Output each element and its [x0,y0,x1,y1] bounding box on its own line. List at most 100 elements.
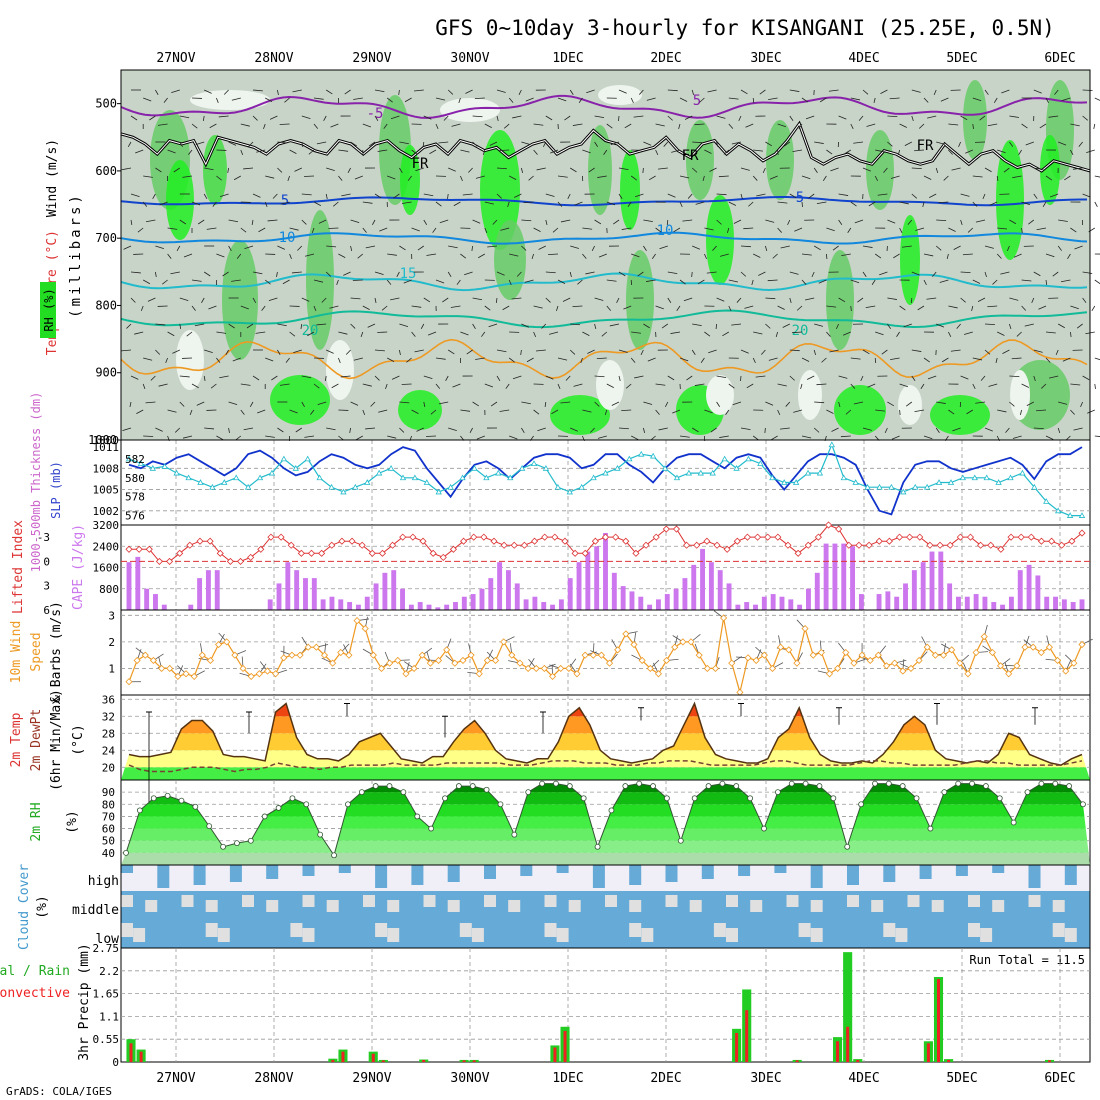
wind-barb [598,253,607,258]
wind-speed-point [182,670,190,678]
li-point [612,533,620,541]
cloud-gap-mid [423,895,436,907]
cloud-high-bar [121,865,133,873]
cape-bar [744,602,750,610]
wind-speed-point [149,656,158,665]
wind-barb [304,175,315,177]
thickness-point [423,479,430,485]
thickness-point [828,441,836,448]
rh-point [969,780,975,787]
wind-barb [917,305,925,311]
wind-barb [460,409,471,412]
wind-barb [911,375,916,381]
cape-bar [638,596,644,610]
wind-speed-point [654,670,663,678]
wind-barb [496,375,501,381]
y-tick-precip: 2.2 [99,965,119,978]
wind-barb [691,271,693,278]
wind-barb [652,253,656,259]
cape-bar [558,599,564,610]
wind-barb [143,279,151,285]
wind-barb [350,323,356,329]
wind-barb [155,89,159,96]
cloud-gap-mid [363,895,375,907]
cloud-gap-low [205,923,218,937]
wind-barb [831,427,839,432]
wind-barb [618,271,626,277]
thickness-point [590,474,597,481]
wind-barb [862,349,870,355]
wind-barb [458,97,461,104]
wind-barb [204,349,213,354]
wind-barb [365,427,376,430]
wind-barb [289,409,298,414]
cloud-gap-low [556,928,569,942]
wind-barb [1021,305,1027,311]
wind-barb [1045,175,1053,181]
date-label-bottom: 2DEC [650,1071,681,1086]
wind-barb [789,297,792,304]
wind-barb [1080,401,1083,408]
slp-axis-label: SLP (mb) [49,461,63,519]
wind-barb [435,279,445,284]
wind-barb [541,323,547,329]
wind-barb [316,323,327,326]
wind-barb [228,245,232,252]
wind-barb [557,383,561,390]
wind-barb [618,193,623,199]
rh-point [788,780,795,787]
rh-point [622,783,629,789]
wind-barb [728,383,735,389]
wind-barb [585,271,595,275]
wind-barb [374,115,379,121]
li-point [987,541,995,549]
cape-bar [479,588,485,610]
wind-barb [521,245,527,251]
wind-barb [203,193,208,200]
wind-barb [472,297,483,301]
wind-barb [448,167,456,172]
wind-barb [423,193,434,197]
wind-barb [499,409,510,412]
wind-barb [523,201,534,204]
wind-speed-point [524,664,532,673]
wind-speed-point [842,648,850,657]
run-total-label: Run Total = 11.5 [969,953,1085,967]
wind-barb [233,175,241,181]
wind-barb [1045,435,1054,440]
wind-barb [659,245,668,250]
wind-speed-point [720,614,728,622]
wind-barb [162,279,168,285]
wind-barb [426,435,437,437]
wind-barb [929,193,937,198]
wind-barb [982,193,986,200]
cape-bar [806,588,811,610]
wind-barb [758,271,766,276]
wind-barb [326,245,337,248]
wind-speed-point [793,659,801,667]
wind-barb [610,141,620,146]
wind-barb [313,123,319,129]
thickness-point [340,488,347,495]
wind-barb [460,253,467,259]
wind-barb [841,253,851,257]
wind-barb [838,297,846,303]
wind-barb [182,435,193,439]
wind-speed-point [215,640,223,649]
cape-bar [841,543,847,610]
wind-barb [845,409,852,415]
wind-barb [847,227,852,233]
wind-barb [899,383,909,388]
wind-barb [826,305,837,308]
wind-speed-point [540,664,548,673]
wind-barb [1052,271,1059,277]
cape-bar [603,532,608,610]
wind-speed-point [353,617,361,625]
wind-barb [420,323,425,330]
wind-barb [946,253,949,260]
wind-barb [897,149,900,156]
wind-barb [1070,305,1079,310]
wind-speed-point [614,646,622,654]
wind-barb [401,201,412,204]
thickness-point [542,465,550,471]
